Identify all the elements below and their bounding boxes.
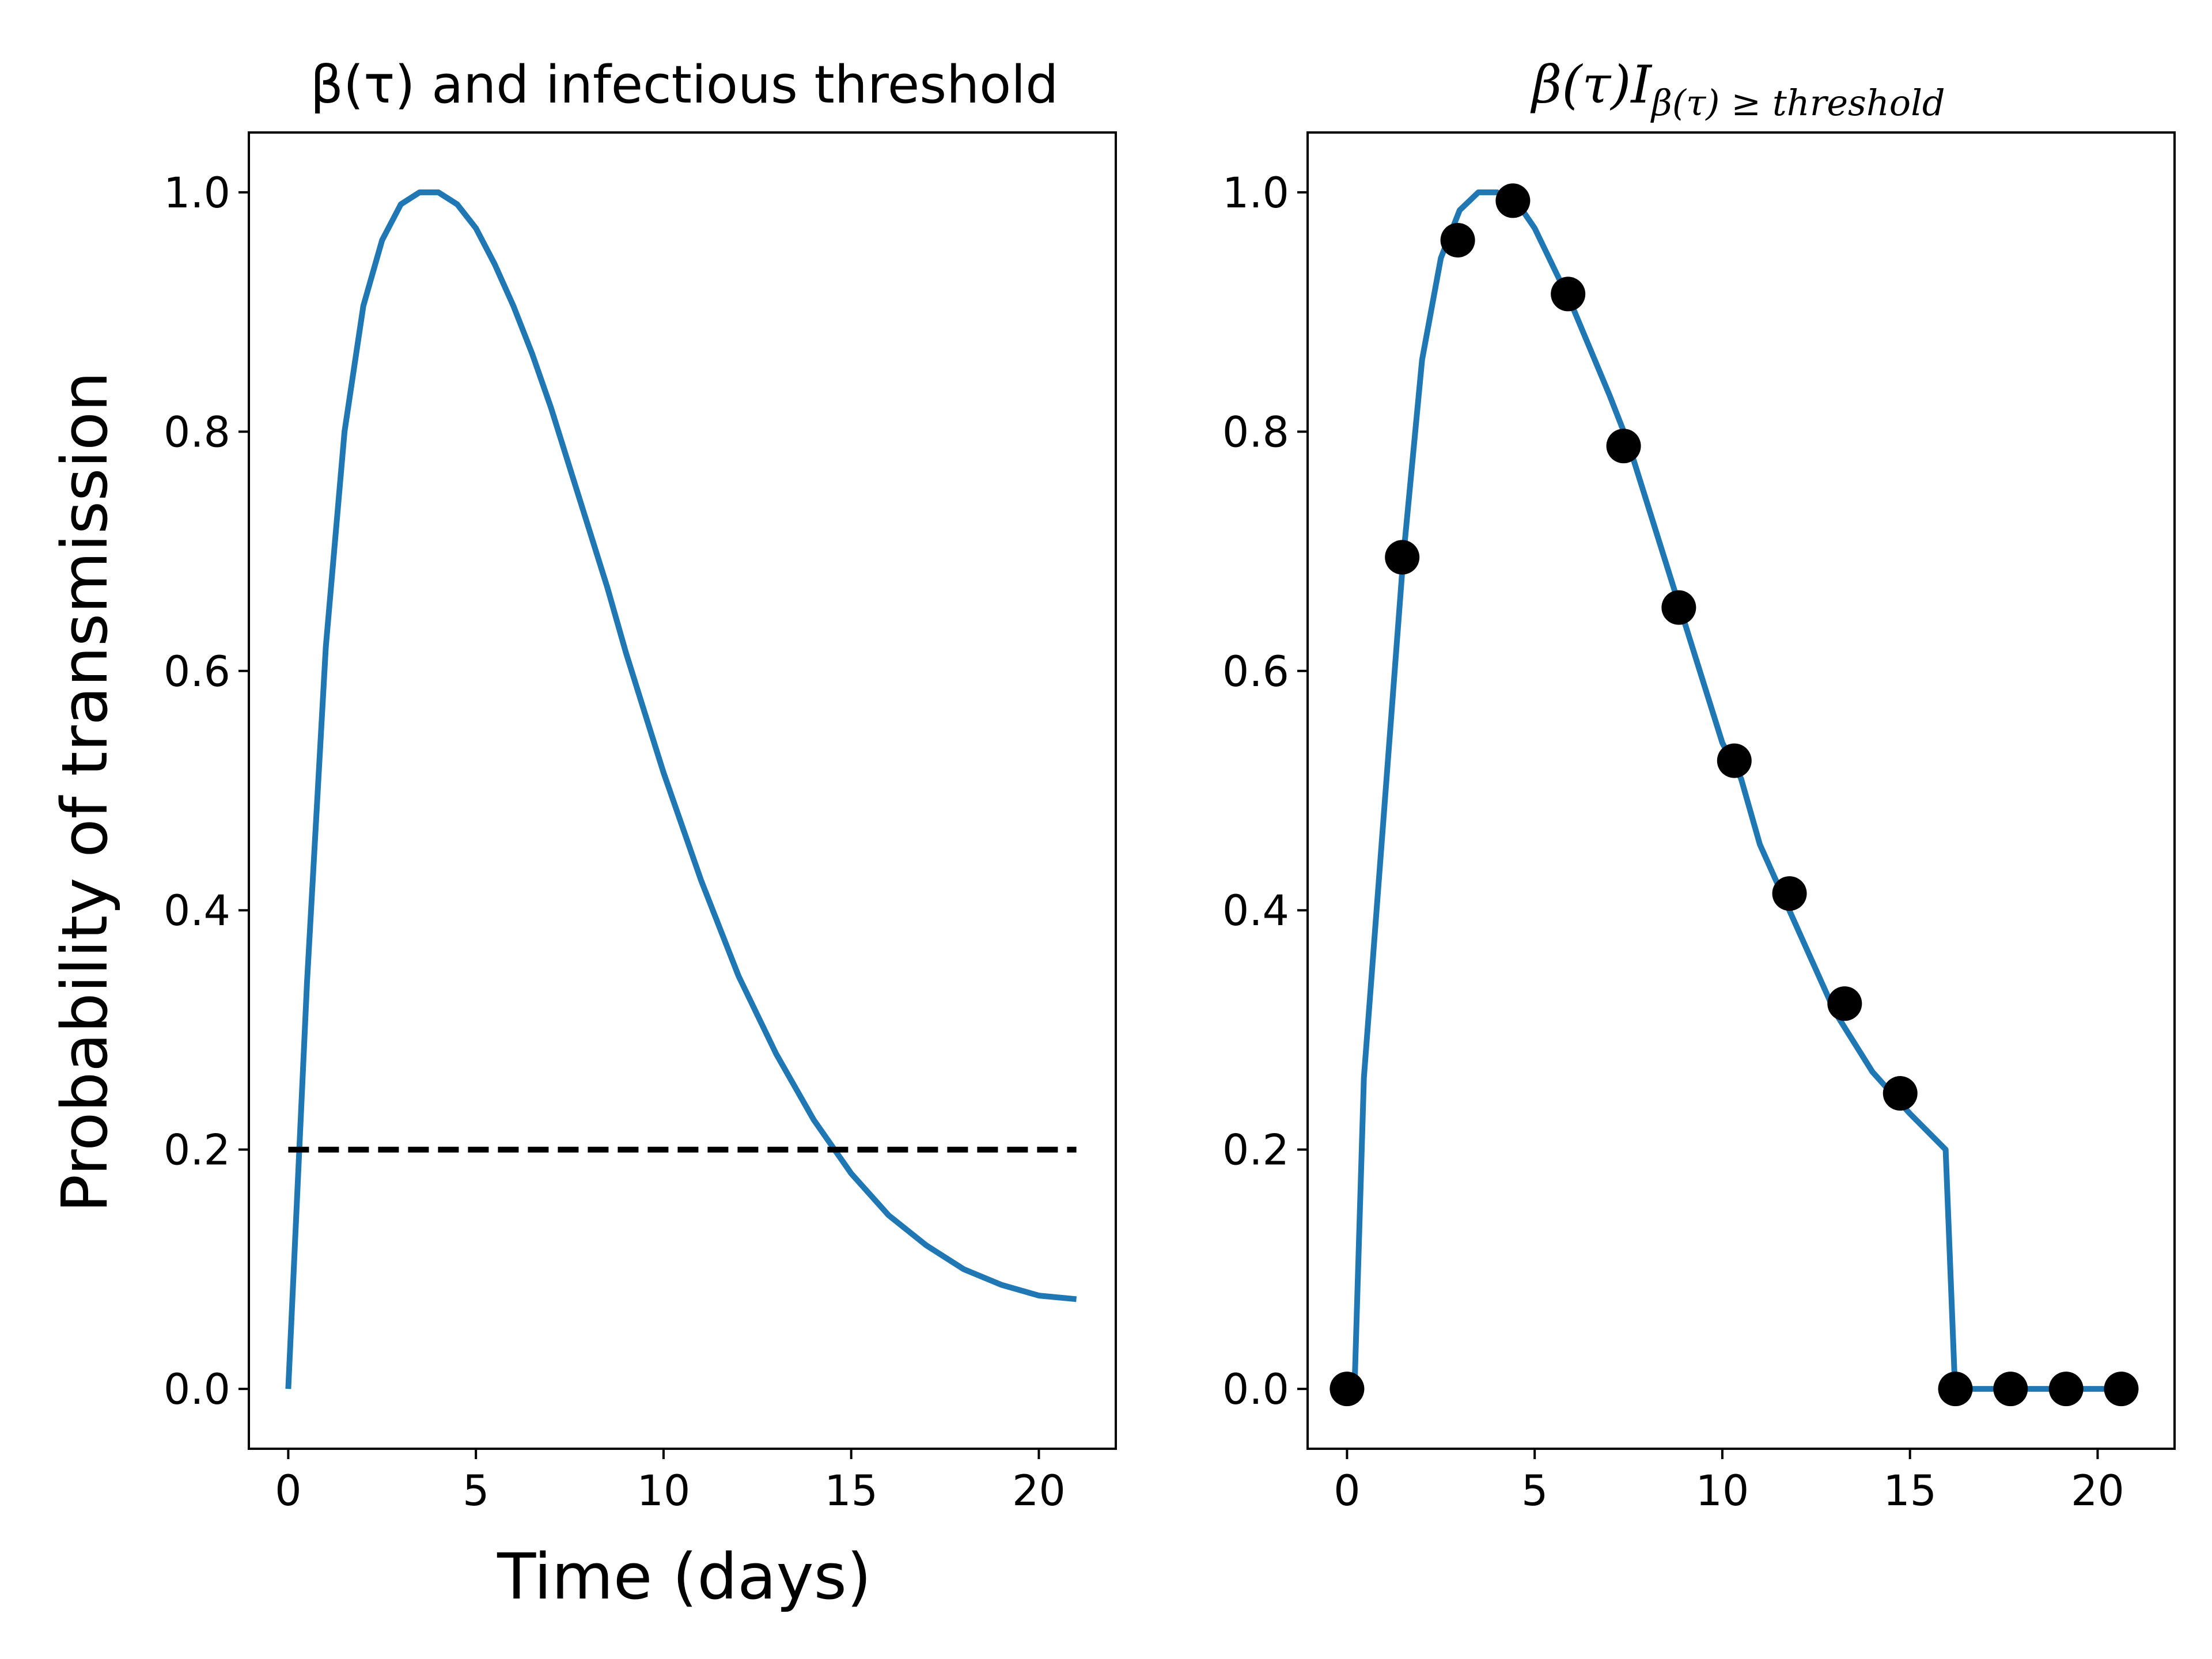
right-x-tick-label: 15 [1883,1467,1937,1516]
right-x-tick-label: 10 [1695,1467,1749,1516]
right-title-main: β(τ)I [1530,55,1652,115]
left-plot-frame [248,131,1117,1450]
right-panel-title: β(τ)Iβ(τ) ≥ threshold [1530,55,1945,124]
right-data-point [2104,1372,2139,1407]
left-x-tick-label: 10 [637,1467,690,1516]
left-plot-marks: 0 5 10 15 20 0.0 0.2 0.4 0.6 0.8 1.0 [164,169,1077,1516]
left-x-tick-label: 5 [463,1467,489,1516]
right-y-tick-label: 0.2 [1222,1126,1289,1175]
right-data-point [1385,540,1420,575]
right-data-point [2048,1372,2084,1407]
right-plot-frame [1306,131,2176,1450]
right-data-point [1772,876,1807,911]
left-x-tick-label: 15 [824,1467,878,1516]
right-data-point [1827,986,1862,1021]
right-data-point [1440,222,1475,257]
right-data-point [1551,276,1586,312]
right-x-tick-label: 20 [2071,1467,2124,1516]
left-y-tick-label: 0.2 [164,1126,230,1175]
left-x-axis-label: Time (days) [497,1540,872,1613]
left-x-tick-label: 0 [275,1467,301,1516]
right-data-point [1717,743,1752,778]
left-y-tick-label: 0.4 [164,887,230,935]
left-y-tick-label: 0.8 [164,408,230,457]
right-plot-marks: 0 5 10 15 20 0.0 0.2 0.4 0.6 0.8 1.0 [1222,169,2139,1516]
right-x-tick-label: 0 [1334,1467,1360,1516]
right-y-tick-label: 0.6 [1222,647,1289,696]
left-y-axis-label: Probability of transmission [48,372,122,1213]
right-y-tick-label: 1.0 [1222,169,1289,218]
left-panel: β(τ) and infectious threshold Time (days… [48,55,1117,1613]
left-series-line [285,189,1077,1389]
right-series-line [1347,189,2135,1392]
right-data-point [1993,1372,2028,1407]
right-data-point [1606,429,1641,464]
left-y-tick-label: 1.0 [164,169,230,218]
right-title-subscript: β(τ) ≥ threshold [1650,82,1945,124]
left-y-tick-label: 0.6 [164,647,230,696]
right-data-point [1883,1076,1918,1111]
right-data-point [1330,1372,1365,1407]
right-panel: β(τ)Iβ(τ) ≥ threshold 0 5 10 15 200.00.20.40… [1222,55,2176,1516]
right-y-tick-label: 0.4 [1222,887,1289,935]
right-data-point [1661,590,1696,625]
right-y-tick-label: 0.8 [1222,408,1289,457]
left-panel-title: β(τ) and infectious threshold [310,55,1059,115]
right-data-point [1938,1372,1973,1407]
left-x-tick-label: 20 [1012,1467,1066,1516]
right-y-tick-label: 0.0 [1222,1365,1289,1414]
right-data-point [1495,183,1531,218]
left-y-tick-label: 0.0 [164,1365,230,1414]
right-x-tick-label: 5 [1521,1467,1548,1516]
